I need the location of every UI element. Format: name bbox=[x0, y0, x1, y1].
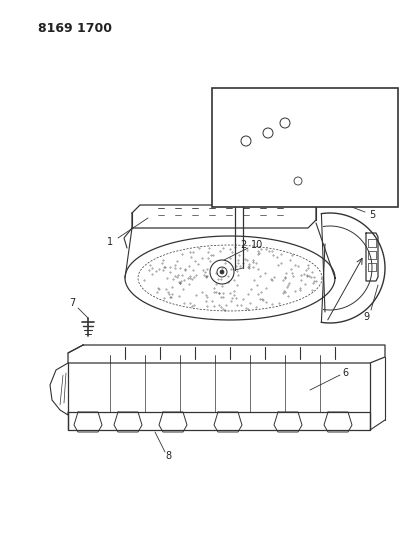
Text: 10: 10 bbox=[251, 240, 263, 250]
Text: 9: 9 bbox=[363, 312, 369, 322]
Text: 8: 8 bbox=[165, 451, 171, 461]
Text: 1: 1 bbox=[107, 237, 113, 247]
Text: 4: 4 bbox=[375, 130, 381, 140]
Text: 3: 3 bbox=[236, 179, 242, 189]
Bar bbox=[212, 88, 398, 207]
Text: 5: 5 bbox=[369, 210, 375, 220]
Text: 8169 1700: 8169 1700 bbox=[38, 22, 112, 35]
Text: 6: 6 bbox=[342, 368, 348, 378]
Text: 7: 7 bbox=[69, 298, 75, 308]
Circle shape bbox=[220, 270, 224, 274]
Text: 2: 2 bbox=[240, 240, 246, 250]
